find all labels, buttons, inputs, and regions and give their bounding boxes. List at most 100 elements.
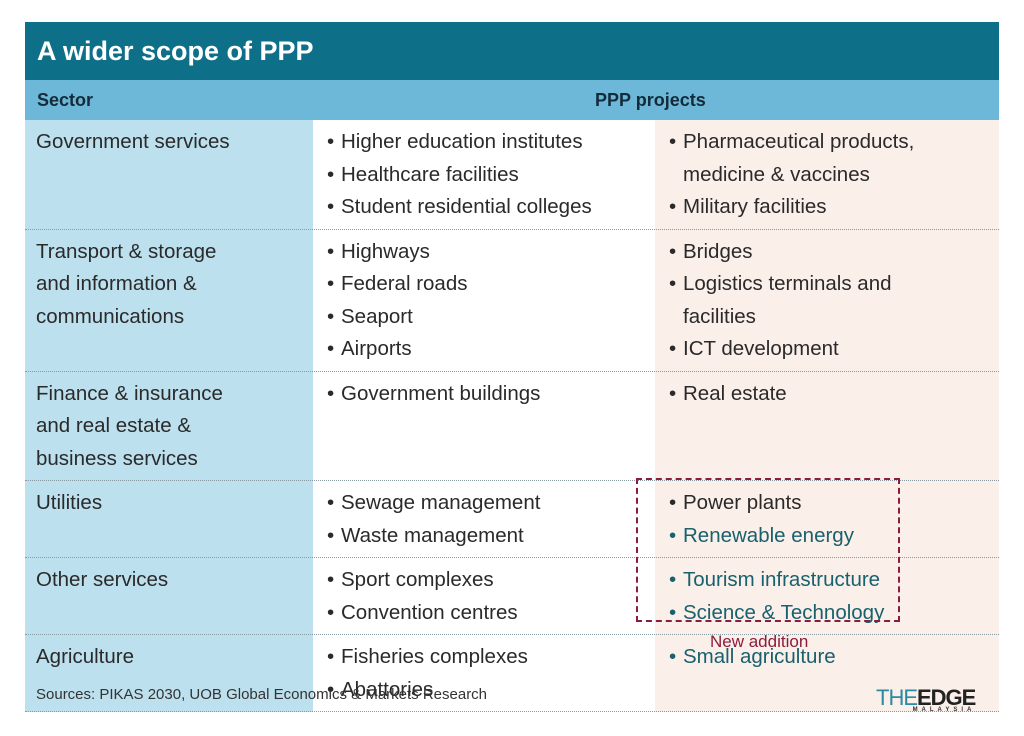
sector-cell: Agriculture — [25, 635, 313, 712]
bullet-icon: • — [327, 381, 335, 405]
project-text: Student residential colleges — [341, 195, 592, 218]
header-projects: PPP projects — [595, 90, 706, 110]
bullet-icon: • — [669, 239, 677, 263]
sector-label: business services — [36, 446, 198, 470]
project-text: Airports — [341, 337, 412, 360]
bullet-icon: • — [327, 600, 335, 624]
bullet-icon: • — [327, 491, 335, 514]
source-note: Sources: PIKAS 2030, UOB Global Economic… — [36, 686, 488, 703]
project-item: • Fisheries complexes — [327, 641, 655, 674]
project-item: • Abattories — [327, 674, 655, 707]
project-item: • Waste management — [327, 520, 655, 553]
table-row: Agriculture • Fisheries complexes • Abattori… — [25, 635, 999, 712]
project-text: medicine & vaccines — [683, 162, 870, 186]
project-item: • Pharmaceutical products, — [669, 126, 999, 159]
bullet-icon: • — [669, 645, 677, 668]
bullet-icon: • — [327, 304, 335, 328]
project-item-new: • Small agriculture — [669, 641, 999, 674]
project-item: • Federal roads — [327, 268, 655, 301]
project-item: • Government buildings — [327, 378, 655, 411]
projects-cell-right: • Tourism infrastructure • Science & Techno… — [655, 558, 999, 635]
project-item: • Airports — [327, 333, 655, 366]
projects-cell-left: • Sewage management • Waste management — [313, 481, 655, 558]
projects-cell-right: • Pharmaceutical products, medicine & vacc… — [655, 120, 999, 230]
project-item: facilities — [669, 301, 999, 334]
project-text: Tourism infrastructure — [683, 568, 881, 591]
project-item: • ICT development — [669, 333, 999, 366]
project-item-new: • Science & Technology — [669, 597, 999, 630]
sector-cell: Other services — [25, 558, 313, 635]
bullet-icon: • — [327, 677, 335, 701]
bullet-icon: • — [669, 337, 677, 360]
project-item: • Sport complexes — [327, 564, 655, 597]
table-body: Government services • Higher education ins… — [25, 120, 999, 712]
projects-cell-right: • Bridges • Logistics terminals and faciliti… — [655, 229, 999, 372]
project-item: • Power plants — [669, 487, 999, 520]
project-text: Sport complexes — [341, 568, 494, 591]
sector-label: communications — [36, 304, 185, 328]
project-item: • Convention centres — [327, 597, 655, 630]
projects-cell-right: • Power plants • Renewable energy — [655, 481, 999, 558]
project-item-new: • Tourism infrastructure — [669, 564, 999, 597]
project-text: Abattories — [341, 677, 434, 701]
project-text: ICT development — [683, 337, 839, 360]
projects-cell-left: • Government buildings — [313, 371, 655, 481]
project-text: Bridges — [683, 239, 753, 263]
project-item: • Military facilities — [669, 191, 999, 224]
bullet-icon: • — [327, 645, 335, 668]
new-addition-label: New addition — [710, 632, 809, 651]
project-item: • Student residential colleges — [327, 191, 655, 224]
project-text: Seaport — [341, 304, 413, 328]
project-item: • Higher education institutes — [327, 126, 655, 159]
bullet-icon: • — [669, 381, 677, 405]
project-item: • Real estate — [669, 378, 999, 411]
project-text: Science & Technology — [683, 600, 885, 624]
projects-cell-left: • Sport complexes • Convention centres — [313, 558, 655, 635]
sector-cell: Transport & storage and information & comm… — [25, 229, 313, 372]
projects-cell-left: • Fisheries complexes • Abattories — [313, 635, 655, 712]
bullet-icon: • — [327, 239, 335, 263]
project-text: Pharmaceutical products, — [683, 130, 915, 153]
bullet-icon: • — [669, 130, 677, 153]
sector-cell: Finance & insurance and real estate & busi… — [25, 371, 313, 481]
sector-label: Agriculture — [36, 645, 134, 668]
project-text: Sewage management — [341, 491, 541, 514]
project-text: Fisheries complexes — [341, 645, 528, 668]
project-item-new: • Renewable energy — [669, 520, 999, 553]
project-text: Real estate — [683, 381, 787, 405]
bullet-icon: • — [669, 195, 677, 218]
project-item: • Seaport — [327, 301, 655, 334]
table-title: A wider scope of PPP — [25, 22, 999, 80]
project-text: Power plants — [683, 491, 802, 514]
projects-cell-right: • Small agriculture — [655, 635, 999, 712]
bullet-icon: • — [327, 272, 335, 295]
project-text: Highways — [341, 239, 430, 263]
project-text: Renewable energy — [683, 523, 854, 547]
bullet-icon: • — [669, 523, 677, 547]
bullet-icon: • — [327, 337, 335, 360]
projects-cell-left: • Higher education institutes • Healthcare … — [313, 120, 655, 230]
bullet-icon: • — [327, 568, 335, 591]
ppp-table: A wider scope of PPP Sector PPP projects… — [25, 22, 999, 712]
header-sector: Sector — [37, 90, 94, 110]
projects-cell-left: • Highways • Federal roads • Seaport • Airports — [313, 229, 655, 372]
project-text: Federal roads — [341, 272, 468, 295]
bullet-icon: • — [327, 523, 335, 547]
bullet-icon: • — [327, 195, 335, 218]
project-text: Small agriculture — [683, 645, 836, 668]
sector-label: and information & — [36, 272, 197, 295]
table-row: Finance & insurance and real estate & busi… — [25, 371, 999, 481]
bullet-icon: • — [669, 568, 677, 591]
table-header: Sector PPP projects — [25, 80, 999, 120]
the-edge-logo: THEEDGE MALAYSIA — [876, 685, 976, 713]
project-item: • Healthcare facilities — [327, 159, 655, 192]
sector-cell: Utilities — [25, 481, 313, 558]
bullet-icon: • — [669, 272, 677, 295]
project-text: Logistics terminals and — [683, 272, 892, 295]
project-item: • Highways — [327, 236, 655, 269]
sector-label: Transport & storage — [36, 239, 217, 263]
project-text: Waste management — [341, 523, 524, 547]
table-row: Transport & storage and information & comm… — [25, 229, 999, 372]
project-text: Healthcare facilities — [341, 162, 519, 186]
projects-cell-right: • Real estate — [655, 371, 999, 481]
